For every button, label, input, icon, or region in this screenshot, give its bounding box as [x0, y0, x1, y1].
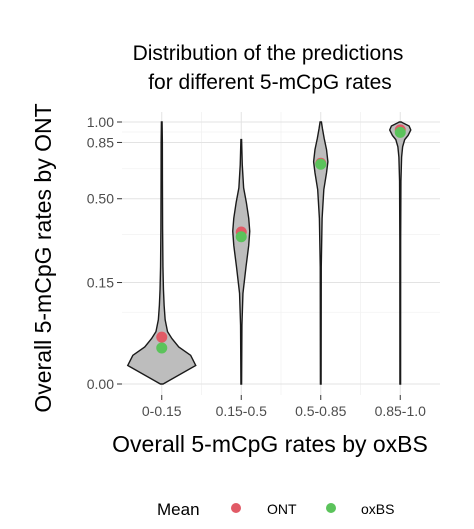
x-tick-label: 0.5-0.85 — [295, 403, 347, 419]
mean-point-oxbs-0.85-1.0 — [394, 126, 406, 138]
legend-swatch-ont — [231, 503, 241, 513]
violins — [126, 121, 412, 385]
violin-0.85-1.0 — [388, 121, 412, 385]
legend-label-ont: ONT — [267, 501, 297, 517]
legend-title: Mean — [157, 500, 200, 519]
chart-title-line-2: for different 5-mCpG rates — [148, 71, 392, 94]
y-tick-label: 0.50 — [87, 191, 114, 207]
mean-points — [156, 124, 406, 354]
violin-0.15-0.5 — [232, 138, 251, 385]
chart-title: Distribution of the predictions for diff… — [133, 42, 404, 94]
x-axis-label: Overall 5-mCpG rates by oxBS — [112, 431, 428, 457]
y-tick-label: 1.00 — [87, 114, 114, 130]
legend-label-oxbs: oxBS — [361, 501, 394, 517]
x-tick-label: 0.85-1.0 — [375, 403, 427, 419]
y-tick-label: 0.85 — [87, 134, 114, 150]
violin-0-0.15 — [126, 121, 197, 385]
x-axis-ticks: 0-0.15 0.15-0.5 0.5-0.85 0.85-1.0 — [142, 395, 426, 419]
y-tick-label: 0.15 — [87, 275, 114, 291]
mean-point-oxbs-0-0.15 — [156, 342, 168, 354]
chart-title-line-1: Distribution of the predictions — [133, 42, 404, 65]
x-tick-label: 0-0.15 — [142, 403, 182, 419]
mean-point-ont-0-0.15 — [156, 331, 168, 343]
mean-point-oxbs-0.15-0.5 — [235, 231, 247, 243]
y-tick-label: 0.00 — [87, 376, 114, 392]
y-axis-ticks: 0.00 0.15 0.50 0.85 1.00 — [87, 114, 122, 392]
x-tick-label: 0.15-0.5 — [216, 403, 268, 419]
legend: Mean ONT oxBS — [157, 500, 394, 519]
violin-0.5-0.85 — [312, 121, 329, 385]
mean-point-oxbs-0.5-0.85 — [315, 158, 327, 170]
legend-swatch-oxbs — [326, 503, 336, 513]
y-axis-label: Overall 5-mCpG rates by ONT — [30, 103, 56, 412]
